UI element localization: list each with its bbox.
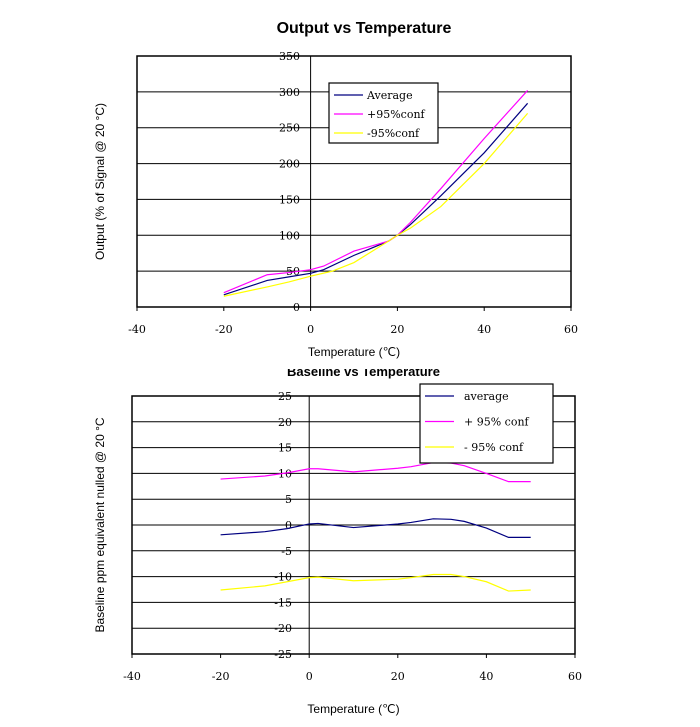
legend-label: Average <box>366 89 413 102</box>
y-tick-label: -10 <box>274 571 292 584</box>
y-tick-label: 5 <box>285 493 292 506</box>
x-axis-label: Temperature (℃) <box>307 702 399 716</box>
y-tick-label: 10 <box>278 467 292 480</box>
legend-label: + 95% conf <box>464 416 530 429</box>
x-tick-label: 20 <box>391 670 405 683</box>
x-axis-label: Temperature (℃) <box>308 345 400 359</box>
chart-1: Output vs Temperature0501001502002503003… <box>93 20 578 359</box>
legend: Average +95%conf -95%conf <box>328 82 439 144</box>
y-axis-label: Baseline ppm equivalent nulled @ 20 °C <box>93 417 107 632</box>
x-tick-label: 0 <box>306 670 313 683</box>
x-tick-label: 0 <box>307 323 314 336</box>
x-tick-label: 40 <box>479 670 493 683</box>
y-tick-label: -5 <box>281 545 292 558</box>
y-tick-label: 0 <box>285 519 292 532</box>
legend: average + 95% conf - 95% conf <box>419 383 554 464</box>
y-tick-label: 100 <box>279 229 300 242</box>
chart-title: Output vs Temperature <box>277 20 452 37</box>
plot-frame <box>131 395 576 655</box>
series-line--95-conf <box>223 90 529 294</box>
x-tick-label: 20 <box>390 323 404 336</box>
chart-2: Baseline vs Temperature-25-20-15-10-5051… <box>93 364 582 716</box>
series-line--95-conf <box>223 112 529 297</box>
x-tick-label: -40 <box>128 323 146 336</box>
plot-frame <box>136 55 572 308</box>
x-tick-label: 40 <box>477 323 491 336</box>
legend-box <box>419 383 554 464</box>
x-tick-label: 60 <box>568 670 582 683</box>
series-line--95-conf <box>220 461 531 483</box>
legend-label: average <box>464 390 509 403</box>
legend-label: -95%conf <box>367 127 420 140</box>
x-tick-label: -20 <box>212 670 230 683</box>
y-tick-label: 300 <box>279 86 300 99</box>
y-tick-label: 15 <box>278 442 292 455</box>
legend-label: - 95% conf <box>464 441 524 454</box>
chart-title: Baseline vs Temperature <box>287 364 440 379</box>
x-tick-label: -20 <box>215 323 233 336</box>
series-line-average <box>220 518 531 538</box>
y-tick-label: -15 <box>274 596 292 609</box>
legend-label: +95%conf <box>367 108 426 121</box>
x-tick-label: 60 <box>564 323 578 336</box>
y-tick-label: -20 <box>274 622 292 635</box>
series-line-average <box>223 102 529 296</box>
y-tick-label: 20 <box>278 416 292 429</box>
x-tick-label: -40 <box>123 670 141 683</box>
y-tick-label: 250 <box>279 122 300 135</box>
y-axis-label: Output (% of Signal @ 20 °C) <box>93 103 107 260</box>
y-tick-label: 200 <box>279 158 300 171</box>
y-tick-label: 150 <box>279 193 300 206</box>
series-line--95-conf <box>220 573 531 592</box>
